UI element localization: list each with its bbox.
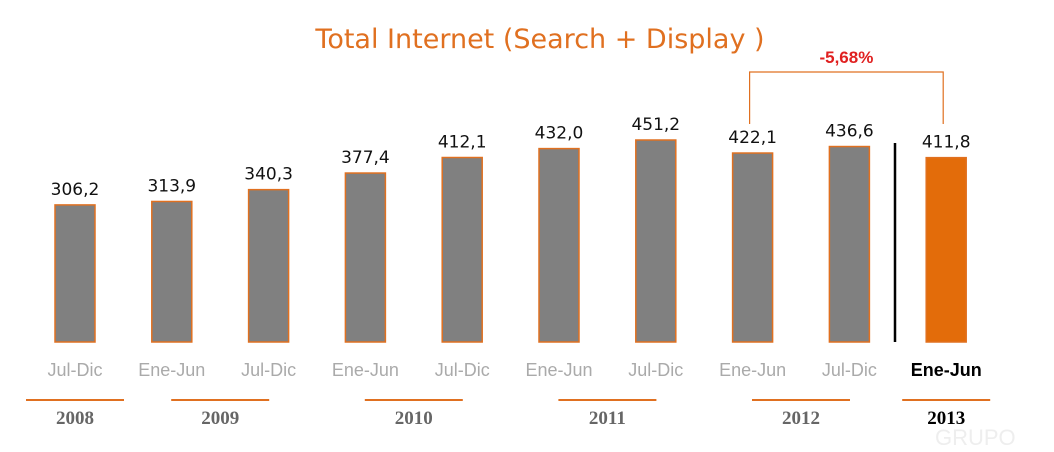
value-label-6: 432,0 [535, 124, 584, 144]
value-label-10: 411,8 [922, 133, 971, 153]
category-label-6: Ene-Jun [525, 360, 592, 380]
category-label-1: Jul-Dic [47, 360, 102, 380]
category-label-2: Ene-Jun [138, 360, 205, 380]
comparison-bracket-line [749, 71, 944, 124]
category-label-3: Jul-Dic [241, 360, 296, 380]
chart-title: Total Internet (Search + Display ) [314, 24, 764, 55]
bar-8 [731, 152, 774, 343]
category-label-7: Jul-Dic [628, 360, 683, 380]
bar-2 [151, 200, 193, 343]
category-label-4: Ene-Jun [332, 360, 399, 380]
category-label-9: Jul-Dic [822, 360, 877, 380]
value-label-8: 422,1 [728, 128, 777, 148]
bar-3 [247, 188, 290, 343]
comparison-bracket: -5,68% [749, 48, 944, 124]
category-label-8: Ene-Jun [719, 360, 786, 380]
bar-1 [54, 204, 96, 343]
year-label-2011: 2011 [589, 408, 626, 429]
value-label-5: 412,1 [438, 133, 487, 153]
year-label-2008: 2008 [56, 408, 94, 429]
bar-4 [344, 172, 387, 343]
bar-10 [925, 156, 967, 343]
value-labels-group: 306,2 313,9 340,3 377,4 412,1 432,0 451,2 422,1… [51, 115, 971, 200]
value-label-3: 340,3 [244, 165, 293, 185]
year-label-2009: 2009 [201, 408, 239, 429]
value-label-2: 313,9 [147, 176, 196, 196]
category-label-5: Jul-Dic [435, 360, 490, 380]
bar-7 [635, 139, 677, 343]
value-label-4: 377,4 [341, 148, 390, 168]
category-labels-group: Jul-Dic Ene-Jun Jul-Dic Ene-Jun Jul-Dic Ene-J… [47, 360, 981, 380]
bars-group [54, 139, 967, 343]
value-label-9: 436,6 [825, 122, 874, 142]
year-groups: 2008 2009 2010 2011 2012 2013 [26, 399, 991, 429]
year-label-2012: 2012 [782, 408, 820, 429]
value-label-7: 451,2 [631, 115, 680, 135]
bar-6 [538, 147, 580, 343]
year-label-2013: 2013 [927, 408, 965, 429]
year-label-2010: 2010 [395, 408, 433, 429]
bar-5 [441, 156, 483, 343]
value-label-1: 306,2 [51, 180, 100, 200]
percent-change-label: -5,68% [819, 48, 873, 67]
watermark-text: GRUPO [935, 425, 1016, 450]
bar-9 [828, 145, 871, 343]
category-label-10: Ene-Jun [911, 360, 982, 380]
